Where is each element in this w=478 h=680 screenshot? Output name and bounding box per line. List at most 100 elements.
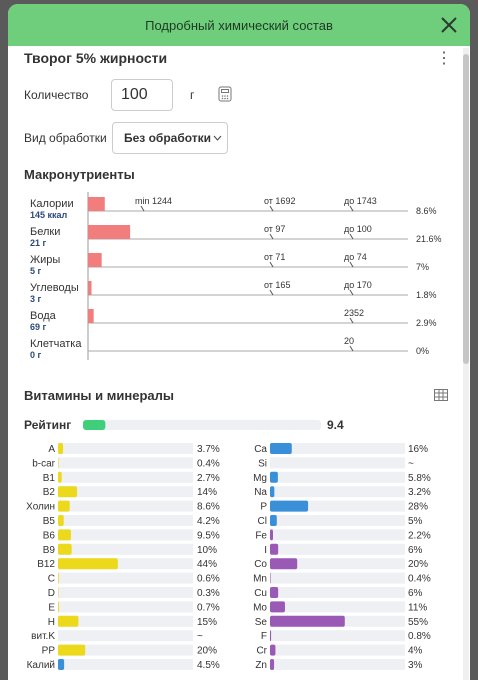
nutrient-bar	[58, 601, 59, 613]
nutrient-percent: 0.7%	[197, 602, 220, 613]
macro-name: Вода	[30, 310, 57, 322]
nutrient-percent: 11%	[408, 602, 427, 613]
nutrient-percent: 4%	[408, 646, 423, 657]
marker-tick	[349, 345, 354, 352]
nutrient-track	[58, 486, 193, 498]
processing-value: Без обработки	[124, 131, 212, 145]
micros-chart: Рейтинг 9.4 A 3.7% b-car 0.4% B1 2.7% B2 14% Холин…	[24, 418, 431, 671]
macro-marker: от 97	[264, 224, 285, 234]
nutrient-track	[58, 471, 193, 483]
nutrient-percent: 8.6%	[197, 502, 220, 513]
nutrient-bar	[270, 529, 273, 541]
nutrient-track	[58, 515, 193, 526]
macro-percent: 2.9%	[416, 318, 437, 328]
table-icon[interactable]	[434, 389, 448, 401]
nutrient-percent: ~	[197, 631, 203, 642]
nutrient-track	[58, 529, 193, 541]
nutrient-name: Mn	[253, 574, 267, 585]
nutrient-percent: 16%	[408, 444, 428, 455]
nutrient-bar	[270, 587, 279, 598]
macro-bar	[88, 281, 92, 295]
nutrient-bar	[58, 500, 70, 512]
nutrient-percent: 5.8%	[408, 473, 431, 484]
nutrient-track	[270, 443, 405, 454]
nutrient-name: B1	[43, 473, 56, 484]
close-button[interactable]	[440, 16, 458, 34]
nutrient-track	[58, 630, 193, 642]
macro-marker: до 1743	[344, 196, 377, 206]
nutrient-bar	[58, 443, 64, 454]
nutrient-name: Cu	[254, 588, 267, 599]
nutrient-name: Zn	[255, 660, 267, 671]
nutrient-track	[58, 572, 193, 584]
nutrient-bar	[58, 529, 71, 541]
micros-title: Витамины и минералы	[24, 388, 174, 403]
nutrient-track	[270, 572, 405, 584]
nutrient-name: PP	[42, 646, 56, 657]
nutrient-name: F	[261, 631, 267, 642]
nutrient-track	[270, 644, 405, 656]
nutrient-name: Холин	[26, 502, 55, 513]
nutrient-bar	[58, 515, 64, 526]
nutrient-name: Cr	[256, 646, 267, 657]
calculator-icon[interactable]	[218, 86, 232, 102]
macro-percent: 7%	[416, 262, 429, 272]
macro-bar	[88, 225, 131, 239]
rating-bar	[83, 420, 106, 430]
quantity-value: 100	[121, 86, 148, 103]
marker-tick	[269, 205, 274, 212]
marker-tick	[269, 289, 274, 296]
marker-tick	[349, 261, 354, 268]
menu-icon[interactable]: ⋮	[436, 50, 452, 67]
header: Подробный химический состав	[8, 4, 470, 46]
macro-marker: до 100	[344, 224, 372, 234]
macro-marker: до 74	[344, 252, 367, 262]
nutrient-bar	[270, 630, 272, 642]
marker-tick	[269, 261, 274, 268]
macros-title: Макронутриенты	[24, 167, 135, 182]
nutrient-bar	[270, 486, 275, 498]
nutrient-percent: 44%	[197, 559, 217, 570]
nutrient-track	[270, 659, 405, 670]
marker-tick	[349, 289, 354, 296]
processing-select[interactable]: Без обработки	[112, 122, 228, 154]
nutrient-bar	[58, 486, 78, 498]
nutrient-name: Co	[254, 559, 267, 570]
nutrient-name: H	[48, 617, 55, 628]
marker-tick	[269, 233, 274, 240]
nutrient-name: A	[48, 444, 55, 455]
nutrient-bar	[58, 457, 59, 469]
nutrient-bar	[58, 471, 62, 483]
nutrient-bar	[58, 572, 59, 584]
macro-amount: 145 ккал	[30, 210, 68, 220]
nutrient-name: Калий	[27, 660, 55, 671]
nutrient-track	[270, 529, 405, 541]
macro-marker: от 165	[264, 280, 290, 290]
nutrient-track	[58, 457, 193, 469]
macro-name: Клетчатка	[30, 338, 82, 350]
macro-amount: 0 г	[30, 350, 42, 360]
nutrient-percent: 15%	[197, 617, 217, 628]
nutrient-percent: 10%	[197, 545, 217, 556]
nutrient-track	[270, 587, 405, 598]
nutrient-percent: 6%	[408, 545, 423, 556]
macro-amount: 21 г	[30, 238, 47, 248]
nutrient-name: B9	[43, 545, 56, 556]
nutrient-name: B12	[37, 559, 55, 570]
nutrient-name: b-car	[32, 458, 55, 469]
nutrient-name: вит.K	[31, 631, 55, 642]
quantity-input[interactable]: 100	[111, 79, 173, 111]
nutrient-name: Mo	[253, 602, 267, 613]
nutrient-bar	[270, 659, 275, 670]
nutrient-bar	[270, 443, 292, 454]
nutrient-percent: 55%	[408, 617, 428, 628]
scrollbar-thumb[interactable]	[463, 54, 469, 364]
macro-marker: 2352	[344, 308, 364, 318]
macro-name: Жиры	[30, 254, 60, 266]
header-title: Подробный химический состав	[145, 18, 333, 33]
marker-tick	[140, 205, 145, 212]
nutrient-track	[58, 543, 193, 555]
nutrient-track	[270, 630, 405, 642]
macro-percent: 1.8%	[416, 290, 437, 300]
